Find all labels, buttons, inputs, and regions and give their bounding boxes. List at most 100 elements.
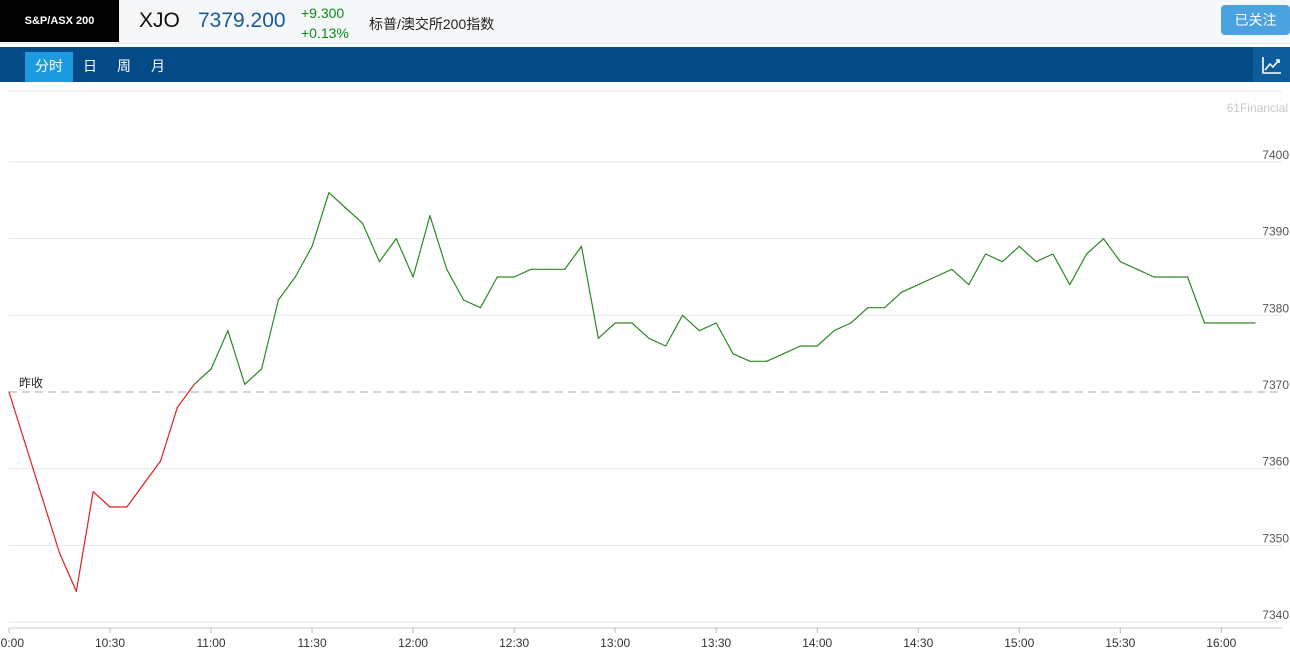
- price-line-segment: [766, 353, 785, 362]
- tab-intraday[interactable]: 分时: [25, 52, 73, 82]
- price-line-segment: [8, 391, 27, 447]
- chart-type-button[interactable]: [1253, 47, 1290, 82]
- price-line-segment: [244, 368, 263, 385]
- price-line-segment: [58, 552, 77, 592]
- x-tick-label: 16:00: [1206, 636, 1236, 650]
- index-name: 标普/澳交所200指数: [369, 16, 495, 32]
- price-line-segment: [311, 192, 330, 247]
- price-line-segment: [1187, 276, 1206, 324]
- x-tick-label: 11:00: [196, 636, 225, 650]
- period-tab-bar: 分时 日 周 月: [0, 47, 1290, 82]
- price-change-percent: +0.13%: [301, 25, 349, 41]
- price-line-segment: [850, 307, 869, 324]
- price-line-segment: [917, 276, 936, 286]
- price-line-segment: [429, 215, 448, 270]
- x-tick-label: 12:30: [499, 636, 529, 650]
- price-line-segment: [900, 284, 919, 293]
- price-line-segment: [1086, 238, 1105, 255]
- price-line-segment: [732, 353, 751, 362]
- price-line-segment: [580, 245, 599, 339]
- prev-close-label: 昨收: [19, 376, 43, 390]
- price-line-segment: [681, 314, 700, 332]
- price-line-segment: [715, 322, 734, 355]
- price-line-segment: [883, 291, 903, 309]
- price-line-segment: [564, 245, 583, 270]
- price-line-segment: [1102, 238, 1121, 263]
- follow-button[interactable]: 已关注: [1221, 5, 1290, 35]
- last-price: 7379.200: [198, 9, 286, 32]
- y-tick-label: 7400: [1262, 148, 1289, 162]
- price-line-segment: [1052, 253, 1071, 286]
- price-line-segment: [25, 445, 44, 500]
- ticker-symbol: XJO: [139, 9, 180, 32]
- x-tick-label: 13:00: [600, 636, 630, 650]
- price-line-segment: [1136, 268, 1155, 278]
- tab-weekly[interactable]: 周: [117, 59, 131, 75]
- price-line-segment: [446, 268, 465, 301]
- price-line-segment: [126, 483, 145, 508]
- y-tick-label: 7360: [1262, 455, 1289, 469]
- y-tick-label: 7370: [1262, 378, 1289, 392]
- price-line-segment: [1119, 261, 1138, 270]
- intraday-chart: 7400 7390 7380 7370 7360 7350 7340 昨收 10:00 10:30…: [0, 90, 1289, 650]
- price-line-segment: [361, 222, 381, 263]
- price-line-segment: [75, 491, 94, 592]
- price-line-segment: [951, 268, 970, 286]
- price-line-segment: [968, 253, 987, 286]
- price-change-block: +9.300 +0.13%: [301, 3, 349, 43]
- price-line-segment: [159, 406, 178, 462]
- price-line-segment: [597, 322, 616, 339]
- y-tick-label: 7380: [1262, 301, 1289, 315]
- index-logo: S&P/ASX 200: [0, 0, 119, 42]
- price-line-segment: [277, 276, 296, 301]
- x-tick-label: 14:30: [903, 636, 933, 650]
- x-tick-label: 10:00: [0, 636, 24, 650]
- price-line-segment: [92, 491, 111, 508]
- price-line-segment: [395, 238, 414, 278]
- price-line-segment: [378, 238, 397, 263]
- price-line-segment: [833, 322, 852, 332]
- price-line-segment: [193, 368, 212, 385]
- price-line-segment: [210, 330, 229, 370]
- price-line-segment: [176, 383, 195, 408]
- tab-monthly[interactable]: 月: [151, 59, 165, 75]
- price-line-segment: [816, 330, 835, 347]
- price-line-segment: [631, 322, 650, 339]
- price-line-segment: [1018, 245, 1037, 263]
- price-line-segment: [143, 460, 162, 485]
- x-tick-label: 12:00: [398, 636, 428, 650]
- y-tick-label: 7340: [1262, 608, 1289, 622]
- watermark: 61Financial: [1226, 101, 1288, 115]
- price-change: +9.300: [301, 5, 345, 21]
- x-tick-label: 11:30: [298, 636, 327, 650]
- x-tick-label: 14:00: [802, 636, 832, 650]
- price-line-segment: [42, 498, 61, 554]
- price-line-segment: [294, 245, 313, 278]
- price-line-segment: [698, 322, 717, 332]
- line-chart-icon: [1261, 56, 1281, 74]
- price-line-segment: [984, 253, 1004, 263]
- price-line-segment: [328, 192, 347, 209]
- price-line-segment: [513, 268, 532, 278]
- price-line-segment: [463, 299, 482, 309]
- price-line-segment: [227, 330, 246, 385]
- price-line-segment: [412, 215, 431, 278]
- tab-daily[interactable]: 日: [83, 59, 97, 75]
- x-tick-label: 13:30: [701, 636, 731, 650]
- price-line-segment: [345, 207, 364, 224]
- price-line-segment: [934, 268, 953, 278]
- x-tick-label: 15:00: [1004, 636, 1034, 650]
- y-tick-label: 7350: [1262, 531, 1289, 545]
- y-tick-label: 7390: [1262, 225, 1289, 239]
- price-line-segment: [1035, 253, 1054, 263]
- quote-header: S&P/ASX 200 XJO 7379.200 +9.300 +0.13% 标…: [0, 0, 1290, 44]
- price-line-segment: [665, 314, 684, 347]
- price-line-segment: [648, 337, 667, 347]
- price-line-segment: [260, 299, 280, 370]
- price-line-segment: [1001, 245, 1020, 263]
- price-line-segment: [479, 276, 498, 309]
- price-line-segment: [1069, 253, 1088, 286]
- x-tick-label: 10:30: [95, 636, 125, 650]
- price-line-segment: [782, 345, 801, 355]
- x-tick-label: 15:30: [1105, 636, 1135, 650]
